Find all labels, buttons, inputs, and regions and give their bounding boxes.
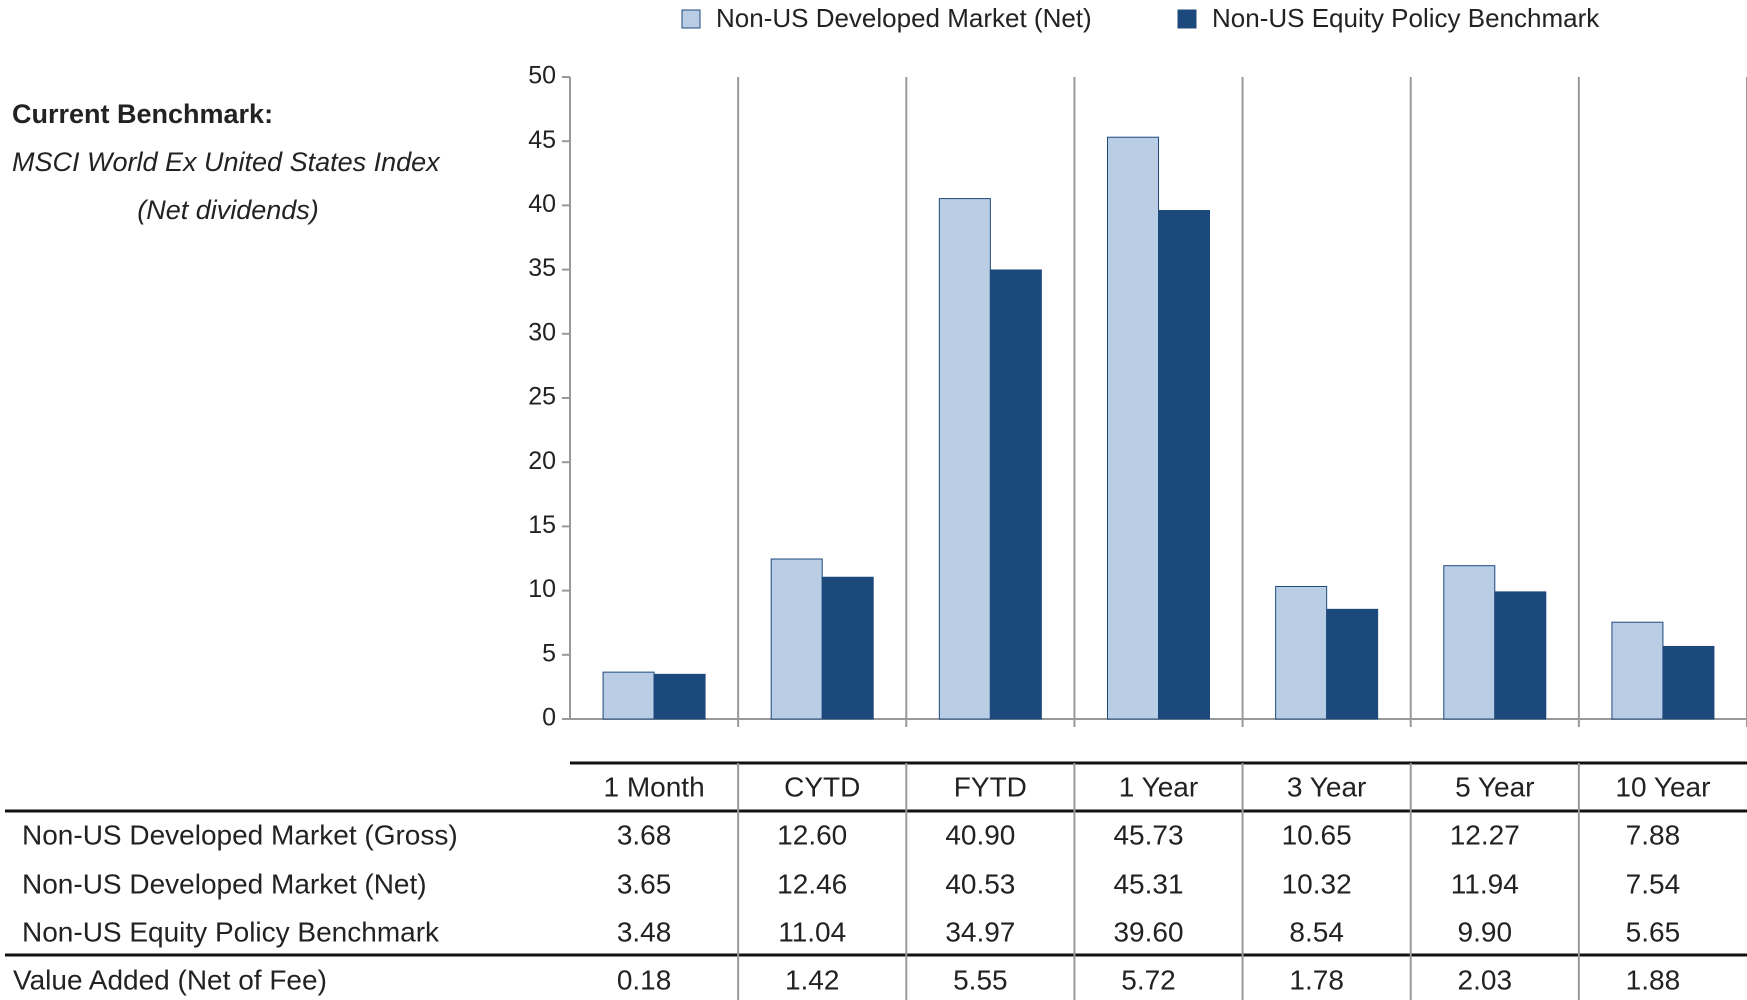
y-tick-label: 0 xyxy=(542,704,556,732)
bar xyxy=(1107,136,1159,720)
legend-label: Non-US Developed Market (Net) xyxy=(716,3,1092,33)
y-tick-label: 20 xyxy=(528,447,556,475)
table-cell: 5.72 xyxy=(1121,964,1176,995)
y-tick-label: 10 xyxy=(528,575,556,603)
table-cell: 3.68 xyxy=(617,819,672,850)
y-tick-label: 50 xyxy=(528,62,556,90)
bar xyxy=(1326,608,1379,720)
table-cell: 3.48 xyxy=(617,916,672,947)
table-cell: 5.65 xyxy=(1626,916,1681,947)
bar xyxy=(602,671,655,720)
row-label: Value Added (Net of Fee) xyxy=(13,964,327,995)
row-label: Non-US Equity Policy Benchmark xyxy=(22,916,440,947)
legend-swatch xyxy=(681,9,701,29)
table-cell: 12.60 xyxy=(777,819,847,850)
table-cell: 9.90 xyxy=(1458,916,1513,947)
table-cell: 40.90 xyxy=(945,819,1015,850)
bar xyxy=(1275,585,1328,720)
table-cell: 40.53 xyxy=(945,868,1015,899)
bar xyxy=(1494,591,1547,720)
y-tick-label: 5 xyxy=(542,639,556,667)
bar xyxy=(938,198,991,720)
table-cell: 2.03 xyxy=(1458,964,1513,995)
row-label: Non-US Developed Market (Net) xyxy=(22,868,427,899)
table-header: 1 Year xyxy=(1119,771,1198,802)
benchmark-name: MSCI World Ex United States Index xyxy=(12,147,441,177)
y-tick-label: 25 xyxy=(528,383,556,411)
table-cell: 11.94 xyxy=(1451,868,1519,899)
table-header: 10 Year xyxy=(1615,771,1710,802)
bar xyxy=(1158,210,1210,720)
bar xyxy=(1443,565,1496,720)
table-cell: 11.04 xyxy=(778,916,846,947)
table-cell: 0.18 xyxy=(617,964,672,995)
legend-label: Non-US Equity Policy Benchmark xyxy=(1212,3,1600,33)
table-cell: 34.97 xyxy=(945,916,1015,947)
bar xyxy=(770,558,823,720)
table-header: 3 Year xyxy=(1287,771,1366,802)
bar xyxy=(1611,621,1664,720)
table-header: CYTD xyxy=(784,771,860,802)
table-cell: 10.32 xyxy=(1282,868,1352,899)
benchmark-note: (Net dividends) xyxy=(137,195,319,225)
benchmark-heading: Current Benchmark: xyxy=(12,99,273,129)
table-cell: 12.46 xyxy=(777,868,847,899)
table-cell: 1.42 xyxy=(785,964,840,995)
y-tick-label: 35 xyxy=(528,254,556,282)
bar xyxy=(989,269,1042,720)
table-header: 1 Month xyxy=(603,771,704,802)
table-cell: 12.27 xyxy=(1450,819,1520,850)
y-tick-label: 45 xyxy=(528,126,556,154)
bar xyxy=(1662,645,1715,720)
y-tick-label: 30 xyxy=(528,318,556,346)
table-cell: 45.73 xyxy=(1113,819,1183,850)
table-cell: 39.60 xyxy=(1113,916,1183,947)
table-cell: 1.88 xyxy=(1626,964,1681,995)
table-cell: 3.65 xyxy=(617,868,672,899)
table-cell: 7.88 xyxy=(1626,819,1681,850)
table-header: FYTD xyxy=(954,771,1027,802)
bar xyxy=(821,576,874,720)
table-cell: 5.55 xyxy=(953,964,1008,995)
legend-swatch xyxy=(1177,9,1197,29)
table-cell: 45.31 xyxy=(1113,868,1183,899)
y-tick-label: 15 xyxy=(528,511,556,539)
table-cell: 10.65 xyxy=(1282,819,1352,850)
table-cell: 7.54 xyxy=(1626,868,1681,899)
bar xyxy=(653,673,706,720)
table-cell: 8.54 xyxy=(1289,916,1344,947)
y-tick-label: 40 xyxy=(528,190,556,218)
table-header: 5 Year xyxy=(1455,771,1534,802)
row-label: Non-US Developed Market (Gross) xyxy=(22,819,458,850)
table-cell: 1.78 xyxy=(1289,964,1344,995)
